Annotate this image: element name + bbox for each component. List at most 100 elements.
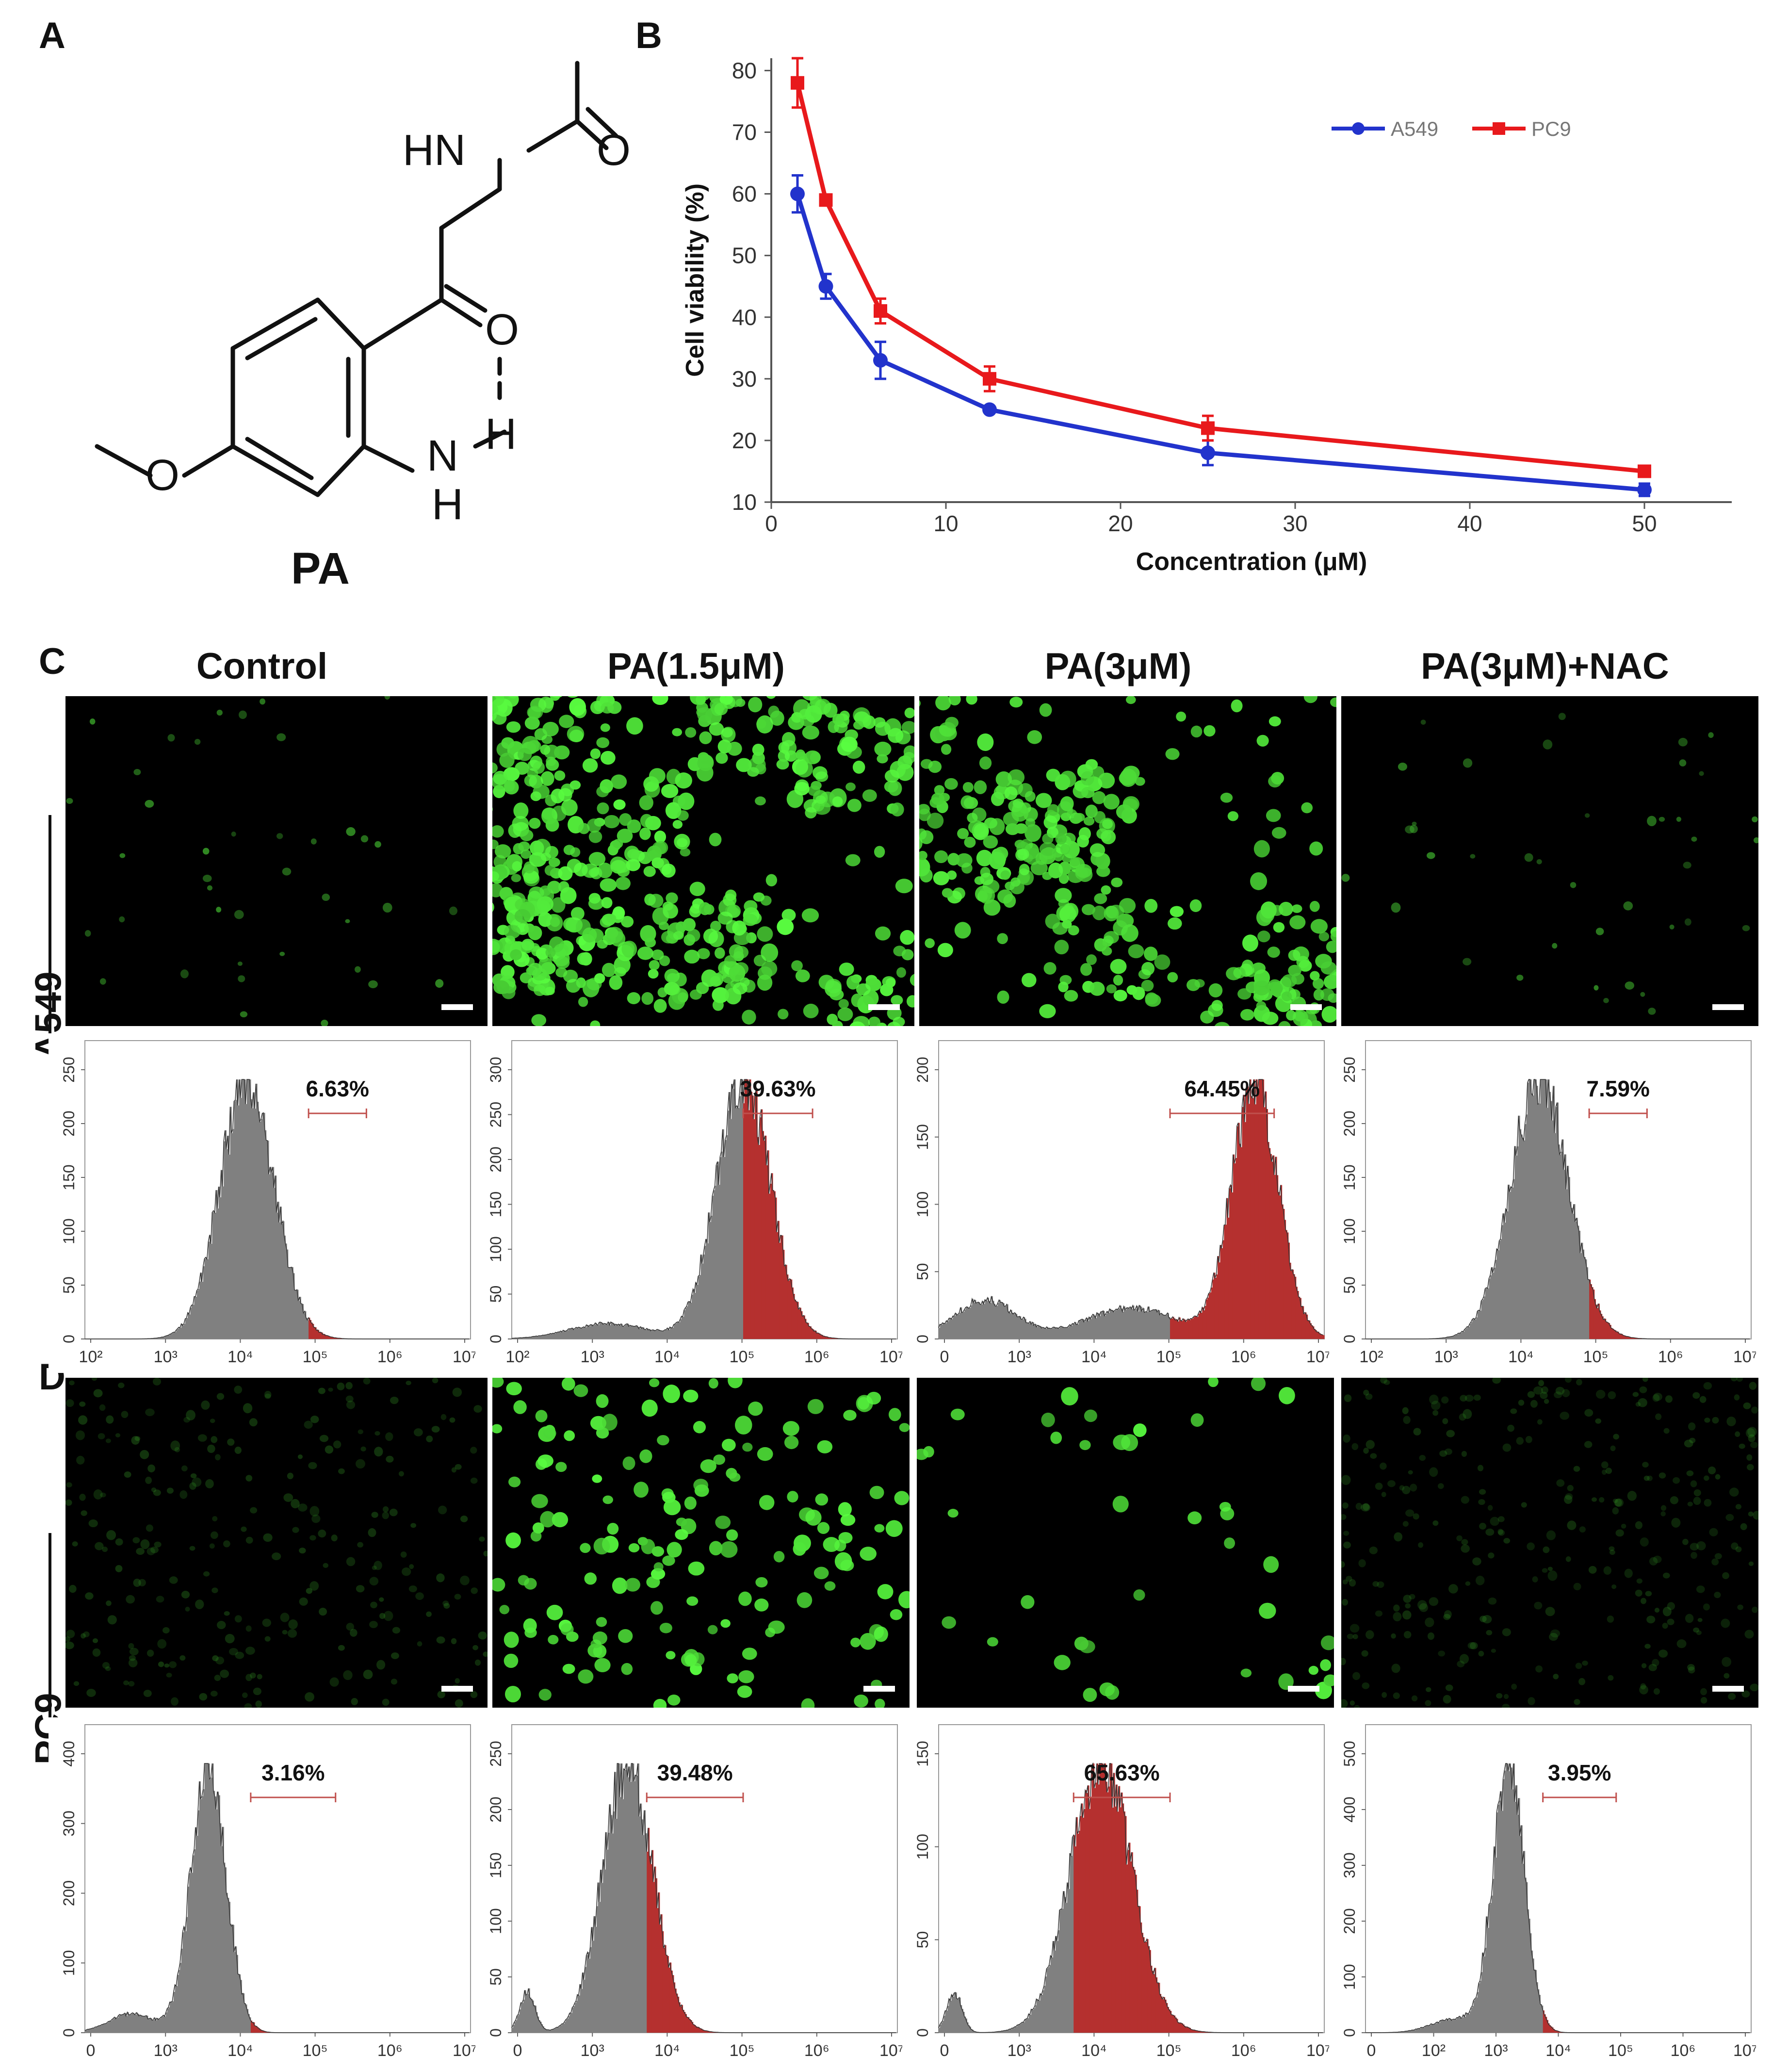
histogram-bin (316, 1330, 318, 1339)
cell (1021, 973, 1037, 988)
histogram-bin (225, 1867, 227, 2033)
cell (92, 1638, 98, 1643)
histogram-bin (761, 1109, 763, 1339)
cell (817, 1522, 830, 1534)
cell (413, 1428, 423, 1436)
cell (1693, 1497, 1701, 1505)
cell (1662, 1622, 1668, 1629)
y-tick-label: 40 (732, 305, 757, 330)
histogram-bin (193, 1855, 195, 2033)
compound-label: PA (291, 544, 350, 593)
histogram-bin (1572, 1213, 1574, 1339)
cell (145, 799, 154, 808)
cell (499, 1605, 510, 1615)
cell (494, 844, 511, 859)
histogram-bin (704, 2030, 706, 2033)
scale-bar (1288, 1686, 1319, 1692)
histogram-bin (639, 1816, 641, 2033)
cell (1427, 1632, 1434, 1640)
cell (594, 973, 605, 984)
histogram-bin (200, 1273, 202, 1339)
cell (1683, 862, 1691, 869)
cell (88, 1519, 98, 1528)
cell (1573, 1466, 1580, 1472)
cell (1024, 824, 1041, 842)
histogram-bin (1100, 1312, 1103, 1339)
histogram-bin (1409, 2030, 1411, 2033)
histogram-bin (1528, 1919, 1530, 2033)
cell (1502, 1628, 1511, 1636)
histogram-bin (1023, 2022, 1025, 2033)
histogram-bin (1439, 1338, 1441, 1339)
histogram-bin (1481, 1301, 1483, 1339)
histogram-bin (598, 1882, 600, 2033)
cell (854, 1694, 868, 1708)
cell (546, 1604, 563, 1620)
histogram-bin (648, 1330, 650, 1339)
histogram-bin (1141, 1933, 1143, 2033)
cell (910, 974, 914, 986)
histogram-bin (653, 1882, 655, 2033)
histogram-bin (1096, 1763, 1099, 2033)
histogram-bin (1167, 1313, 1169, 1339)
cell (529, 852, 547, 867)
cell (310, 1415, 319, 1423)
cell (1271, 772, 1284, 785)
cell (115, 1565, 123, 1572)
histogram-bin (563, 2023, 565, 2033)
histogram-bin (1313, 1326, 1315, 1339)
scale-bar (863, 1686, 895, 1692)
histogram-bin (1545, 1079, 1547, 1339)
cell (1686, 1470, 1694, 1476)
histogram-bin (267, 1141, 269, 1339)
histogram-bin (526, 1337, 528, 1339)
histogram-bin (1154, 1968, 1156, 2033)
cell (310, 838, 317, 845)
cell (329, 1677, 339, 1687)
cell (956, 853, 973, 868)
histogram-bin (1532, 1958, 1534, 2033)
cell (1714, 1592, 1721, 1599)
histogram-bin (793, 1293, 795, 1339)
histogram-bin (1189, 1320, 1191, 1339)
cell (899, 1423, 910, 1432)
histogram-bin (993, 1304, 996, 1339)
cell (1663, 1572, 1670, 1579)
cell (1214, 1022, 1230, 1026)
histogram-bin (989, 1301, 991, 1339)
histogram-bin (657, 1908, 659, 2033)
cell (795, 969, 810, 982)
cell (524, 1578, 537, 1590)
cell (1729, 1487, 1739, 1497)
cell (1444, 1610, 1452, 1619)
histogram-bin (640, 1326, 642, 1339)
cell (619, 813, 632, 826)
histogram-bin (1003, 1303, 1005, 1339)
data-point-a549 (818, 279, 833, 294)
cell (223, 1540, 230, 1548)
cell (860, 1547, 877, 1561)
histogram-bin (1430, 2025, 1431, 2033)
histogram-bin (1576, 1218, 1578, 1339)
cell (1320, 1635, 1334, 1650)
histogram-bin (630, 1325, 632, 1339)
cell (568, 696, 578, 698)
x-tick-label: 10⁵ (1156, 1348, 1182, 1366)
cell (544, 865, 556, 876)
cell (390, 1679, 398, 1685)
histogram-bin (574, 2003, 577, 2033)
histogram-bin (585, 1967, 587, 2033)
histogram-bin (523, 1999, 525, 2033)
histogram-bin (195, 1297, 197, 1339)
cell (1609, 1550, 1615, 1555)
cell (977, 733, 994, 751)
histogram-bin (688, 2017, 690, 2033)
histogram-bin (1236, 1126, 1239, 1339)
cell (1510, 1408, 1517, 1414)
histogram-bin (1581, 1242, 1583, 1339)
cell (1417, 1600, 1427, 1610)
histogram-bin (263, 2031, 265, 2033)
cell (884, 718, 901, 737)
y-tick-label: 150 (914, 1124, 931, 1150)
